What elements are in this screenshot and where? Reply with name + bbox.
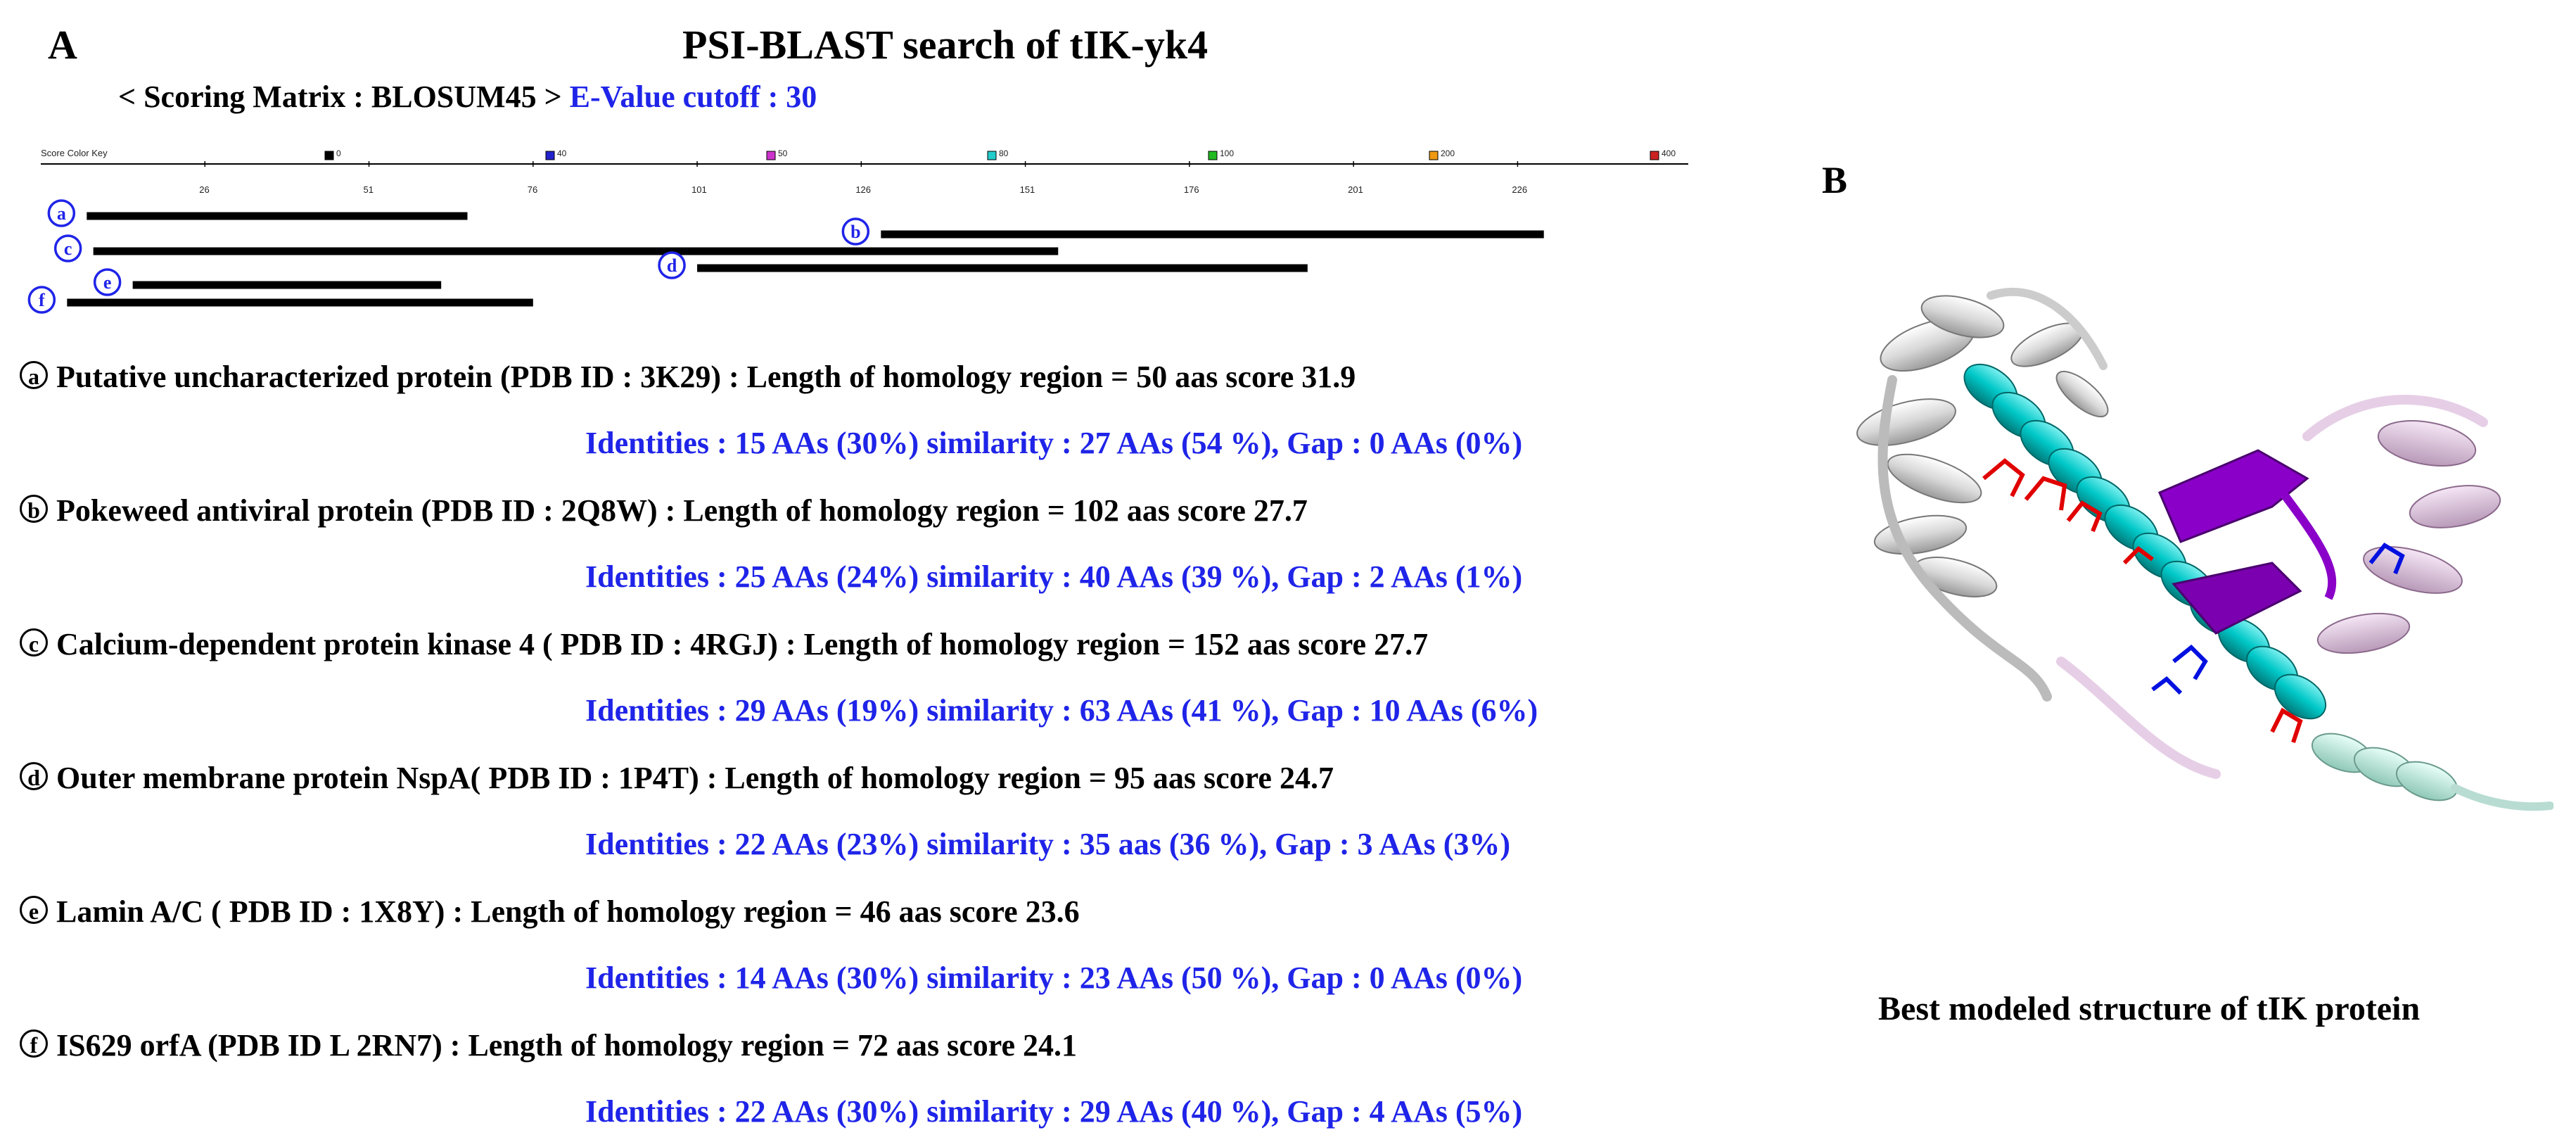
- score-key-swatch: [1429, 151, 1439, 160]
- score-key-value: 200: [1441, 148, 1455, 158]
- hit-stats: Identities : 22 AAs (23%) similarity : 3…: [585, 827, 1511, 861]
- loop-coil: [2269, 476, 2337, 600]
- beta-sheet: [2172, 562, 2302, 635]
- hit-stats: Identities : 25 AAs (24%) similarity : 4…: [585, 559, 1523, 594]
- tick-label: 226: [1512, 184, 1527, 195]
- score-key-swatch: [987, 151, 997, 160]
- hit-circled-letter: d: [20, 762, 48, 790]
- hit-marker-label: f: [39, 290, 45, 310]
- hit-circled-letter: f: [20, 1029, 48, 1058]
- hit-bars: a b c d e f: [27, 199, 1544, 314]
- hit-marker-a: [47, 199, 76, 227]
- hit-circled-letter: c: [20, 628, 48, 657]
- score-key-value: 100: [1220, 148, 1234, 158]
- hit-circled-letter: e: [20, 896, 48, 924]
- hit-description: f IS629 orfA (PDB ID L 2RN7) : Length of …: [20, 1027, 1077, 1063]
- tick-label: 151: [1020, 184, 1035, 195]
- tick-label: 76: [528, 184, 537, 195]
- tick-label: 101: [691, 184, 707, 195]
- tick-label: 126: [855, 184, 871, 195]
- loop-coil: [2056, 657, 2221, 779]
- hit-text: Pokeweed antiviral protein (PDB ID : 2Q8…: [56, 493, 1308, 528]
- loop-coil: [1877, 375, 2052, 702]
- hit-text: Calcium-dependent protein kinase 4 ( PDB…: [56, 627, 1429, 661]
- structure-caption: Best modeled structure of tIK protein: [1878, 990, 2421, 1027]
- protein-structure-image: [1856, 288, 2553, 811]
- score-key-value: 80: [999, 148, 1009, 158]
- evalue-cutoff-text: E-Value cutoff : 30: [569, 80, 817, 114]
- hit-circled-letter: b: [20, 495, 48, 523]
- position-ticks: 26 51 76 101 126 151 176 201 226: [199, 161, 1527, 195]
- hit-stats: Identities : 15 AAs (30%) similarity : 2…: [585, 426, 1523, 460]
- hit-marker-label: b: [850, 222, 860, 242]
- hit-circled-letter: a: [20, 361, 48, 389]
- beta-sheet: [2158, 449, 2309, 543]
- scoring-matrix-text: < Scoring Matrix : BLOSUM45 >: [118, 80, 562, 114]
- hit-text: IS629 orfA (PDB ID L 2RN7) : Length of h…: [56, 1028, 1077, 1063]
- score-key-swatch: [324, 151, 334, 160]
- right-helix-bundle: [2316, 420, 2501, 654]
- loop-coil: [1987, 288, 2108, 370]
- score-key-swatch: [545, 151, 555, 160]
- red-sidechains: [1982, 458, 2303, 743]
- hit-text: Outer membrane protein NspA( PDB ID : 1P…: [56, 761, 1334, 795]
- score-key-swatch: [1208, 151, 1218, 160]
- hit-marker-label: c: [64, 239, 72, 259]
- hit-marker-label: e: [103, 272, 112, 293]
- score-key-value: 400: [1662, 148, 1676, 158]
- hit-stats: Identities : 22 AAs (30%) similarity : 2…: [585, 1094, 1523, 1129]
- score-key-swatch: [1650, 151, 1659, 160]
- hit-description: e Lamin A/C ( PDB ID : 1X8Y) : Length of …: [20, 894, 1080, 930]
- hit-text: Putative uncharacterized protein (PDB ID…: [56, 360, 1356, 394]
- score-color-key: Score Color Key 0 40 50 80 100 200 400: [41, 148, 1688, 165]
- score-key-swatch: [766, 151, 776, 160]
- tick-label: 201: [1348, 184, 1363, 195]
- tick-label: 51: [364, 184, 374, 195]
- hit-marker-label: a: [57, 203, 66, 224]
- score-key-label: Score Color Key: [41, 148, 108, 158]
- hit-description: a Putative uncharacterized protein (PDB I…: [20, 359, 1356, 395]
- panel-b-label: B: [1822, 159, 1848, 201]
- hit-description: b Pokeweed antiviral protein (PDB ID : 2Q…: [20, 493, 1308, 528]
- score-key-value: 40: [557, 148, 567, 158]
- loop-coil: [2302, 395, 2488, 441]
- loop-coil: [2451, 784, 2553, 811]
- hit-stats: Identities : 14 AAs (30%) similarity : 2…: [585, 961, 1523, 995]
- score-key-value: 50: [778, 148, 788, 158]
- blue-sidechains: [2151, 543, 2405, 695]
- hit-marker-e: [93, 268, 122, 296]
- scoring-matrix-line: < Scoring Matrix : BLOSUM45 > E-Value cu…: [118, 79, 817, 115]
- hit-description: d Outer membrane protein NspA( PDB ID : 1…: [20, 760, 1334, 796]
- hit-marker-label: d: [667, 255, 677, 276]
- left-helix-bundle: [1856, 295, 2109, 597]
- alignment-map: Score Color Key 0 40 50 80 100 200 400 26 51 76 10…: [27, 148, 1688, 314]
- c-terminal-helix: [2311, 733, 2459, 801]
- hit-marker-b: [841, 217, 870, 246]
- panel-a-label: A: [48, 22, 77, 68]
- tick-label: 176: [1184, 184, 1199, 195]
- central-helix: [1963, 363, 2327, 720]
- hit-description: c Calcium-dependent protein kinase 4 ( PD…: [20, 626, 1428, 662]
- hit-marker-c: [53, 234, 82, 262]
- figure-title: PSI-BLAST search of tIK-yk4: [682, 22, 1209, 68]
- score-key-value: 0: [336, 148, 341, 158]
- hit-marker-d: [658, 251, 686, 279]
- tick-label: 26: [199, 184, 209, 195]
- hit-text: Lamin A/C ( PDB ID : 1X8Y) : Length of h…: [56, 894, 1080, 929]
- hit-stats: Identities : 29 AAs (19%) similarity : 6…: [585, 693, 1538, 728]
- hit-marker-f: [27, 286, 56, 314]
